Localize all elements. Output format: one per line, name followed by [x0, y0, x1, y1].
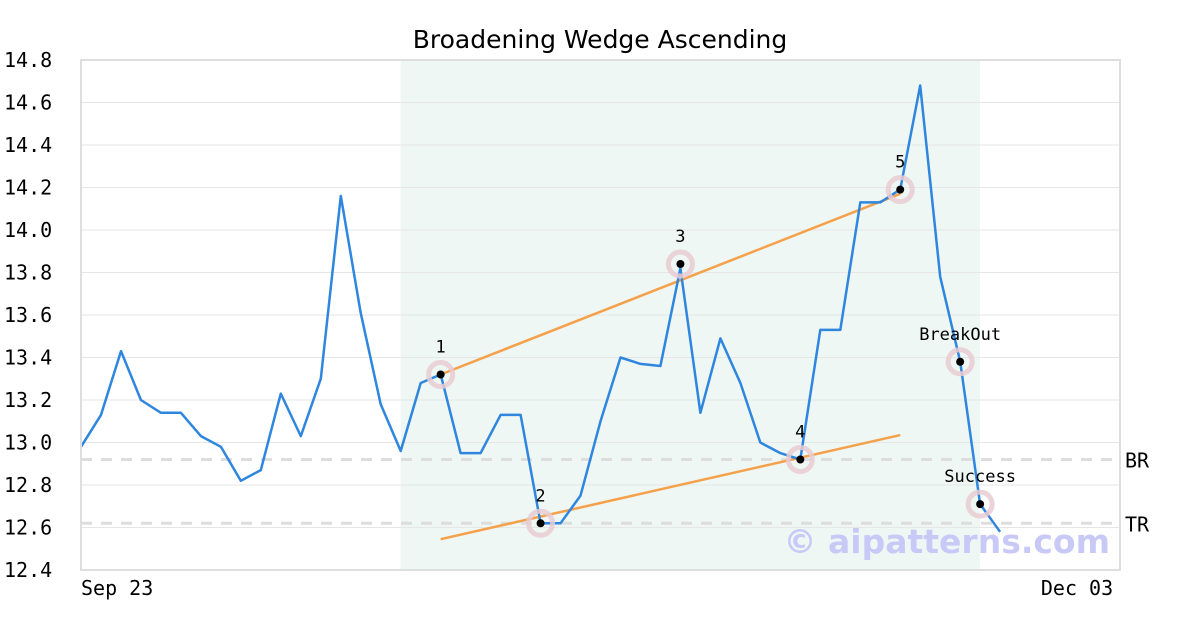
pattern-point-dot — [676, 260, 685, 268]
pattern-point-label: 5 — [895, 153, 905, 173]
pattern-point-label: 4 — [795, 423, 805, 443]
y-tick-label: 14.8 — [4, 48, 52, 72]
grid-layer — [81, 59, 1120, 571]
pattern-point-halo — [785, 445, 815, 474]
pattern-point-label: 1 — [436, 338, 446, 358]
x-tick-label: Dec 03 — [1041, 576, 1113, 600]
pattern-point-label: 2 — [535, 486, 545, 506]
y-tick-label: 12.4 — [4, 558, 52, 582]
y-tick-label: 12.6 — [4, 516, 52, 540]
y-tick-label: 13.8 — [4, 261, 52, 285]
pattern-point-halo — [526, 508, 556, 538]
pattern-point-dot — [976, 500, 985, 509]
pattern-point-label: BreakOut — [919, 325, 1001, 345]
axes-layer: 12.4 12.6 12.8 13.0 13.2 13.4 13.6 13.8 14.0 14.2… — [4, 48, 1121, 600]
y-tick-label: 14.6 — [4, 91, 52, 115]
trendline-upper — [440, 192, 901, 376]
reference-lines-layer: BR TR — [81, 449, 1150, 536]
pattern-point-halo — [426, 360, 456, 389]
y-tick-label: 13.4 — [4, 346, 52, 370]
pattern-point-label: 3 — [675, 227, 685, 247]
pattern-point-label: Success — [944, 467, 1016, 487]
pattern-point-halo — [665, 249, 695, 279]
pattern-point-dot — [896, 185, 905, 194]
pattern-point-dot — [796, 455, 805, 464]
plot-frame — [80, 59, 1121, 571]
pattern-point-dot — [436, 370, 445, 379]
y-tick-label: 13.6 — [4, 303, 52, 327]
chart-title: Broadening Wedge Ascending — [413, 25, 788, 54]
pattern-point-halo — [945, 347, 975, 377]
y-tick-label: 14.0 — [4, 218, 52, 242]
reference-label-br: BR — [1125, 449, 1150, 473]
y-tick-label: 13.2 — [4, 388, 52, 412]
x-tick-label: Sep 23 — [81, 576, 153, 600]
y-tick-label: 14.4 — [4, 133, 52, 157]
y-tick-label: 12.8 — [4, 473, 52, 497]
pattern-point-halo — [885, 175, 915, 205]
pattern-point-halo — [965, 489, 995, 519]
watermark-layer: © aipatterns.com — [784, 522, 1110, 561]
y-tick-label: 14.2 — [4, 176, 52, 200]
trendline-lower — [440, 433, 901, 541]
pattern-points-layer: 1 2 3 4 5 BreakOut Success — [426, 153, 1016, 538]
trendlines-layer — [440, 192, 901, 541]
reference-label-tr: TR — [1125, 512, 1150, 536]
pattern-point-dot — [536, 519, 545, 528]
y-tick-label: 13.0 — [4, 431, 52, 455]
pattern-point-dot — [956, 357, 965, 366]
watermark-text: © aipatterns.com — [784, 522, 1110, 561]
